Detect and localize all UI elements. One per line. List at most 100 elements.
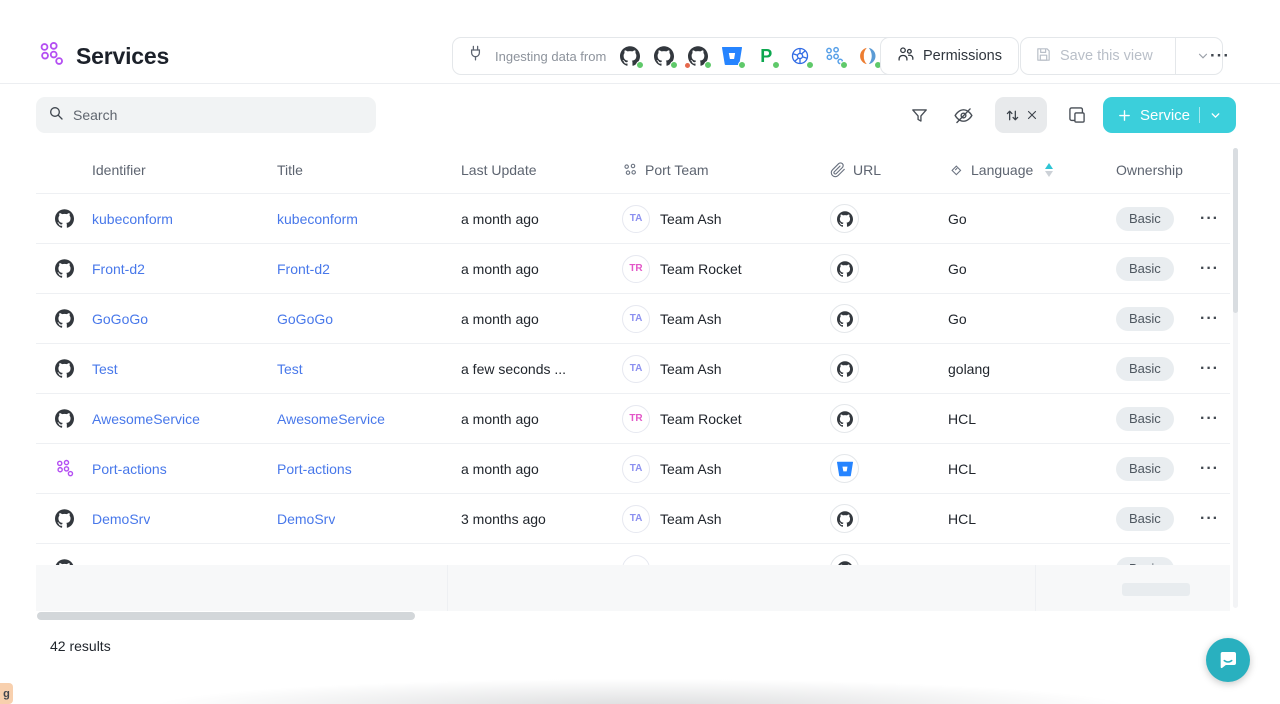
identifier-link[interactable]: kubeconform xyxy=(92,210,173,227)
add-service-button[interactable]: Service xyxy=(1103,97,1236,133)
status-green-dot xyxy=(840,61,849,69)
url-link-github[interactable] xyxy=(830,304,859,333)
identifier-link[interactable]: GoGoGo xyxy=(92,310,149,327)
bottom-shadow xyxy=(0,678,1280,704)
identifier-link[interactable]: Front-d2 xyxy=(92,260,145,277)
port-blueprint-source-icon[interactable] xyxy=(823,45,849,69)
row-actions-cell: ··· xyxy=(1196,458,1230,480)
vertical-scrollbar-thumb[interactable] xyxy=(1233,148,1238,313)
table-row[interactable]: kubeconform kubeconform a month ago TA Team … xyxy=(36,193,1230,243)
clear-sort-icon[interactable] xyxy=(1025,108,1039,122)
title-link[interactable]: DemoSrv xyxy=(277,510,336,527)
column-header-language[interactable]: Language xyxy=(948,162,1116,178)
permissions-button[interactable]: Permissions xyxy=(880,37,1019,75)
page-more-button[interactable]: ··· xyxy=(1210,46,1230,65)
last-update-text: a few seconds ... xyxy=(461,360,567,377)
row-menu-button[interactable]: ··· xyxy=(1200,359,1219,377)
sort-control[interactable] xyxy=(995,97,1047,133)
sort-indicator[interactable] xyxy=(1045,162,1054,177)
table-row[interactable]: AwesomeService AwesomeService a month ago T… xyxy=(36,393,1230,443)
save-view-split-button[interactable]: Save this view xyxy=(1020,37,1223,75)
table-row[interactable]: Test Test a few seconds ... TA Team Ash golan… xyxy=(36,343,1230,393)
duotone-service-source-icon[interactable] xyxy=(857,45,883,69)
url-link-bitbucket[interactable] xyxy=(830,454,859,483)
team-avatar: TA xyxy=(622,504,650,533)
title-link[interactable]: Test xyxy=(277,360,303,377)
language-cell: HCL xyxy=(948,461,1116,477)
github-source-icon[interactable] xyxy=(684,45,713,69)
group-by-button[interactable] xyxy=(1062,101,1092,129)
column-header-identifier[interactable]: Identifier xyxy=(92,161,146,178)
identifier-link[interactable]: DemoSrv xyxy=(92,510,151,527)
table-body: kubeconform kubeconform a month ago TA Team … xyxy=(36,193,1230,593)
hide-columns-button[interactable] xyxy=(948,101,978,129)
url-link-github[interactable] xyxy=(830,204,859,233)
row-menu-button[interactable]: ··· xyxy=(1200,409,1219,427)
team-name: Team Ash xyxy=(660,460,722,477)
github-icon xyxy=(54,209,74,228)
row-menu-button[interactable]: ··· xyxy=(1200,209,1219,227)
search-input[interactable] xyxy=(73,107,364,123)
column-header-ownership[interactable]: Ownership xyxy=(1116,161,1183,178)
port-team-cell: TR Team Rocket xyxy=(622,254,830,283)
title-link[interactable]: AwesomeService xyxy=(277,410,385,427)
url-link-github[interactable] xyxy=(830,504,859,533)
team-avatar: TA xyxy=(622,454,650,483)
status-green-dot xyxy=(670,61,679,69)
team-icon xyxy=(624,163,636,175)
pagerduty-source-icon[interactable]: P xyxy=(755,45,781,69)
row-menu-button[interactable]: ··· xyxy=(1200,459,1219,477)
team-name: Team Rocket xyxy=(660,410,742,427)
ownership-badge: Basic xyxy=(1116,306,1174,331)
url-link-github[interactable] xyxy=(830,404,859,433)
column-header-url[interactable]: URL xyxy=(830,162,948,178)
column-header-port-team[interactable]: Port Team xyxy=(622,162,830,178)
table-row[interactable]: Port-actions Port-actions a month ago TA Tea… xyxy=(36,443,1230,493)
last-update-cell: a month ago xyxy=(461,411,622,427)
chevron-down-icon[interactable] xyxy=(1209,109,1222,122)
row-menu-button[interactable]: ··· xyxy=(1200,309,1219,327)
horizontal-scrollbar-thumb[interactable] xyxy=(37,612,415,620)
title-link[interactable]: GoGoGo xyxy=(277,310,334,327)
github-source-icon[interactable] xyxy=(653,45,679,69)
save-view-dropdown-button[interactable] xyxy=(1184,38,1222,74)
title-cell: Port-actions xyxy=(277,461,461,477)
funnel-icon xyxy=(911,108,927,122)
identifier-cell: Front-d2 xyxy=(92,261,277,277)
bitbucket-source-icon[interactable] xyxy=(721,45,747,69)
row-menu-button[interactable]: ··· xyxy=(1200,259,1219,277)
identifier-link[interactable]: Port-actions xyxy=(92,460,167,477)
port-team-cell: TR Team Rocket xyxy=(622,404,830,433)
sort-arrows-icon xyxy=(1006,110,1018,120)
microservices-icon xyxy=(55,459,74,478)
chat-launcher-button[interactable] xyxy=(1206,638,1250,682)
title-link[interactable]: Port-actions xyxy=(277,460,352,477)
title-link[interactable]: Front-d2 xyxy=(277,260,330,277)
filter-button[interactable] xyxy=(904,101,934,129)
divider xyxy=(1035,565,1036,611)
identifier-link[interactable]: Test xyxy=(92,360,118,377)
permissions-label: Permissions xyxy=(923,48,1002,64)
row-menu-button[interactable]: ··· xyxy=(1200,509,1219,527)
ingest-sources: P xyxy=(619,45,917,69)
page-title: Services xyxy=(76,43,170,69)
table-row[interactable]: GoGoGo GoGoGo a month ago TA Team Ash Go Basic… xyxy=(36,293,1230,343)
table-row[interactable]: Front-d2 Front-d2 a month ago TR Team Rocket… xyxy=(36,243,1230,293)
column-header-title[interactable]: Title xyxy=(277,161,303,178)
github-icon xyxy=(54,259,74,278)
row-actions-cell: ··· xyxy=(1196,308,1230,330)
table-row[interactable]: DemoSrv DemoSrv 3 months ago TA Team Ash HCL B… xyxy=(36,493,1230,543)
column-header-last-update[interactable]: Last Update xyxy=(461,161,537,178)
kubernetes-source-icon[interactable] xyxy=(789,45,815,69)
title-link[interactable]: kubeconform xyxy=(277,210,358,227)
edge-tag[interactable]: g xyxy=(0,683,13,704)
ownership-cell: Basic xyxy=(1116,506,1196,531)
search-box[interactable] xyxy=(36,97,376,133)
ownership-cell: Basic xyxy=(1116,256,1196,281)
team-avatar: TA xyxy=(622,204,650,233)
github-source-icon[interactable] xyxy=(619,45,645,69)
save-view-button[interactable]: Save this view xyxy=(1021,38,1167,74)
url-link-github[interactable] xyxy=(830,254,859,283)
url-link-github[interactable] xyxy=(830,354,859,383)
identifier-link[interactable]: AwesomeService xyxy=(92,410,200,427)
